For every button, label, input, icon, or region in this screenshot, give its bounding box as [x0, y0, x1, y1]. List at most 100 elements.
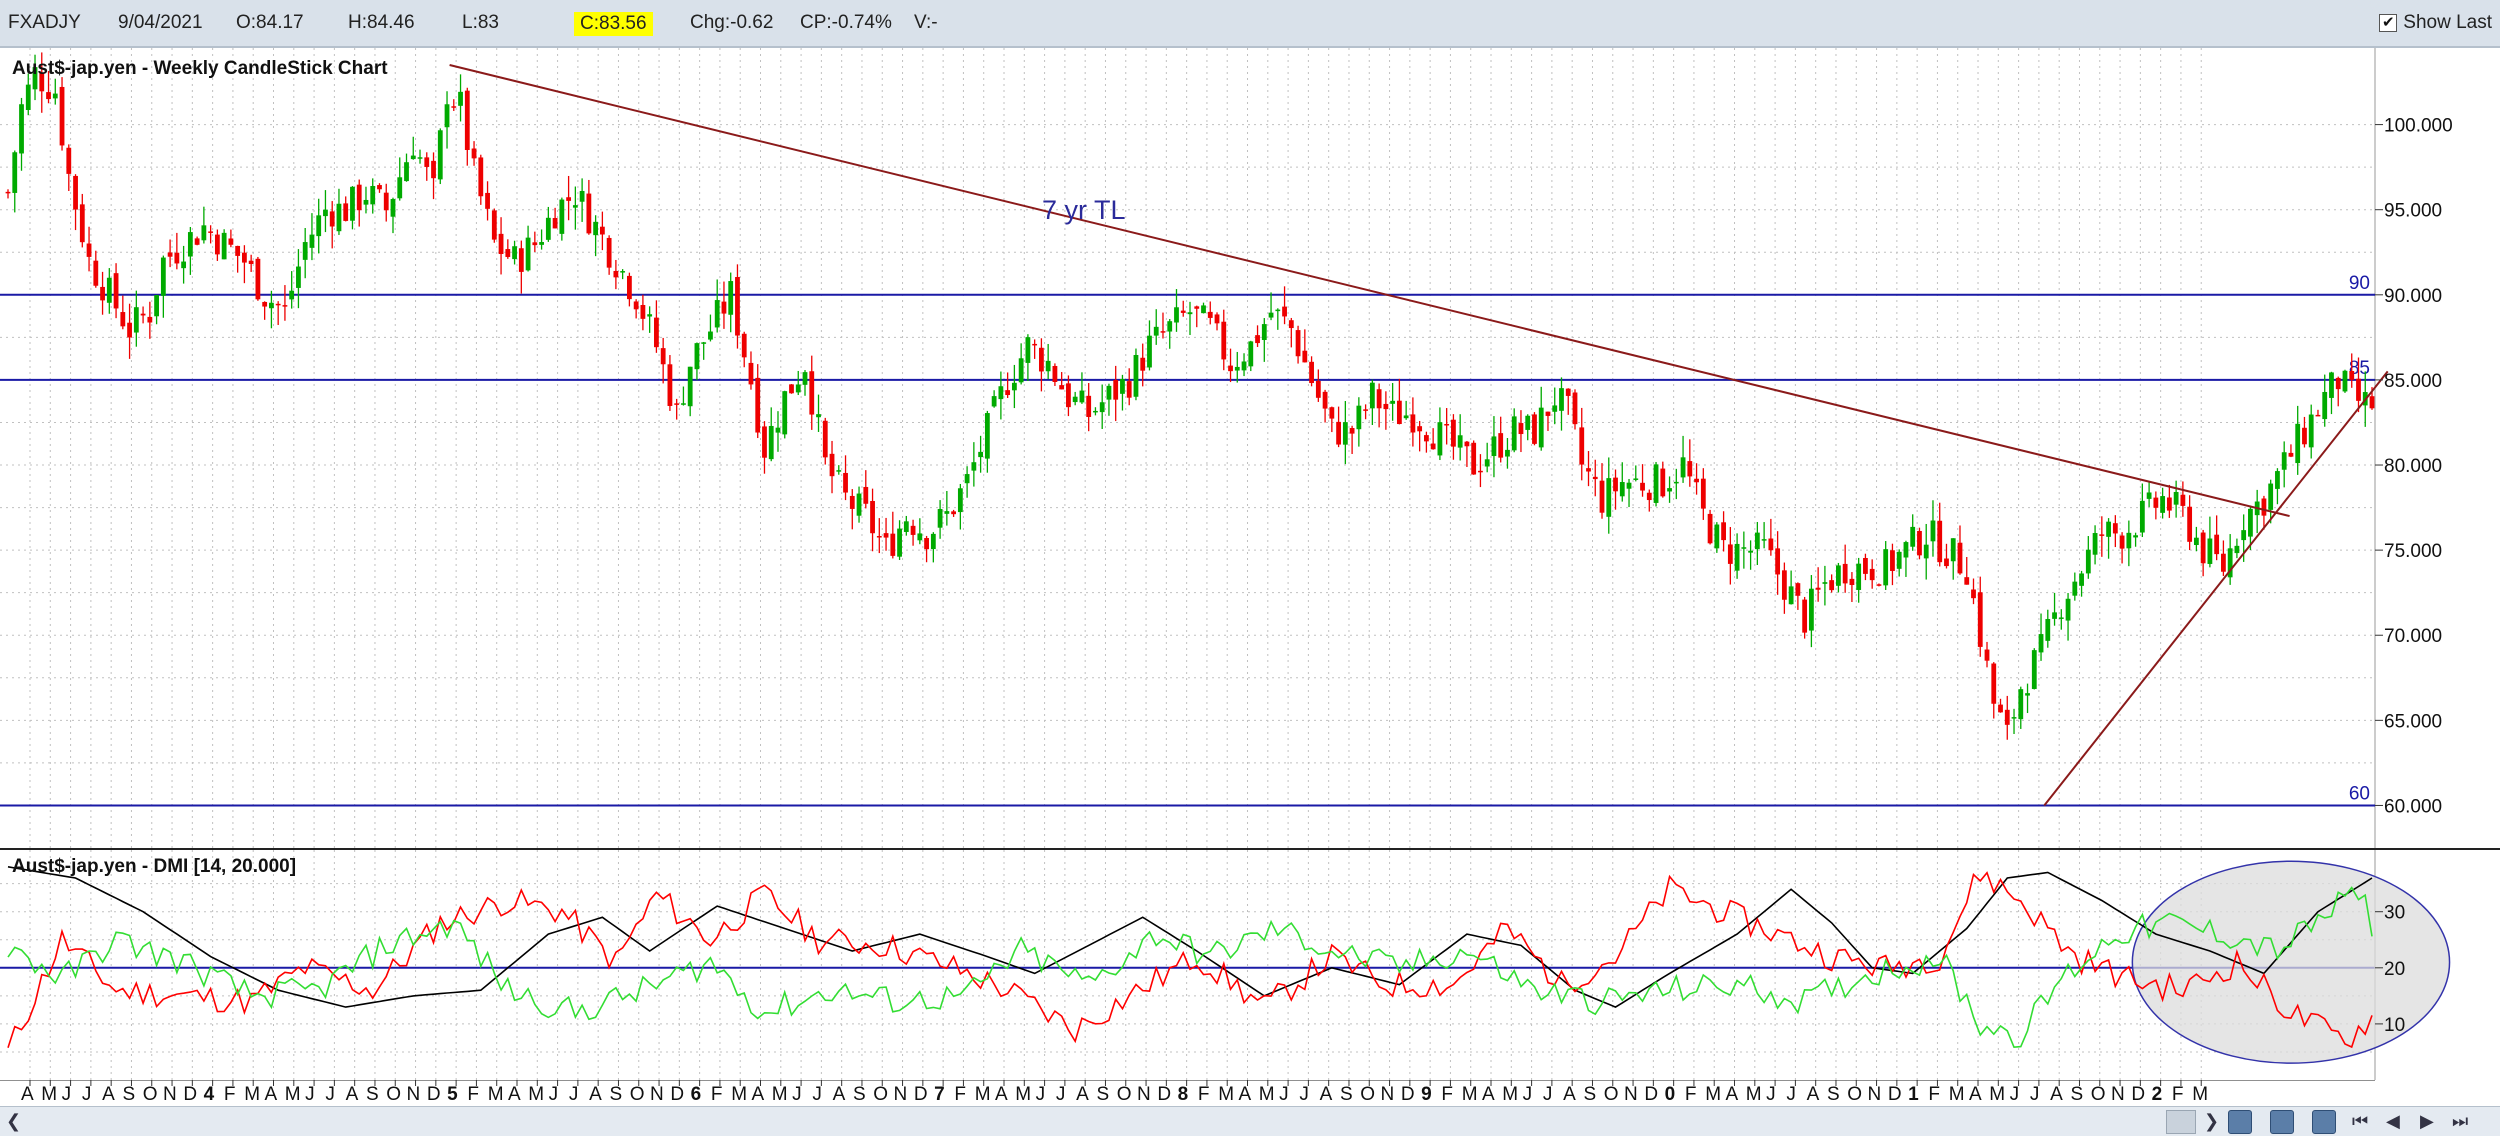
candle-body — [1167, 321, 1173, 332]
dmi-chart[interactable]: 10 20 30 Aust$-jap.yen - DMI [14, 20.000] — [0, 850, 2500, 1080]
candle-body — [160, 257, 166, 296]
candle-body — [1180, 310, 1186, 313]
candle-body — [1579, 427, 1585, 465]
candle-body — [1863, 557, 1868, 574]
candle-body — [1883, 549, 1889, 586]
time-label: D — [914, 1084, 928, 1105]
candle-body — [1707, 513, 1713, 544]
candle-body — [1761, 539, 1767, 541]
candle-body — [73, 175, 78, 210]
time-label: M — [528, 1084, 544, 1105]
candle-body — [383, 192, 389, 211]
candle-body — [2119, 535, 2125, 549]
time-label: A — [102, 1084, 115, 1105]
candle-body — [93, 260, 99, 286]
candle-body — [2004, 709, 2010, 725]
candle-body — [451, 106, 457, 108]
candle-body — [1113, 379, 1119, 400]
candle-body — [1383, 403, 1389, 410]
candle-body — [1410, 414, 1416, 433]
candle-body — [1640, 482, 1645, 491]
candle-body — [1808, 588, 1814, 631]
candle-body — [802, 372, 808, 385]
candle-body — [1099, 402, 1105, 413]
candle-body — [559, 199, 565, 234]
time-label: J — [325, 1084, 335, 1105]
candle-body — [187, 232, 193, 257]
time-label: A — [1320, 1084, 1333, 1105]
change-value: Chg:-0.62 — [690, 12, 774, 33]
trendline-annotation: 7 yr TL — [1042, 195, 1126, 225]
candle-body — [2356, 378, 2361, 401]
first-icon[interactable]: ⏮ — [2352, 1111, 2369, 1131]
candle-body — [86, 243, 92, 257]
time-label: F — [1441, 1084, 1453, 1105]
candle-body — [795, 384, 801, 393]
candle-body — [599, 226, 605, 235]
candle-body — [2288, 452, 2294, 457]
time-label: S — [853, 1084, 866, 1105]
time-label: F — [1685, 1084, 1697, 1105]
candle-body — [154, 295, 159, 317]
candle-body — [19, 104, 24, 154]
next-icon[interactable]: ▶ — [2420, 1111, 2434, 1131]
time-label: F — [1928, 1084, 1940, 1105]
candle-body — [464, 90, 470, 150]
candle-body — [593, 221, 599, 236]
candle-body — [228, 238, 234, 245]
candle-body — [1511, 416, 1517, 451]
price-ytick-label: 90.000 — [2384, 286, 2442, 307]
candle-body — [2092, 533, 2098, 555]
candle-body — [1396, 400, 1402, 425]
candle-body — [687, 366, 693, 407]
candle-body — [1545, 411, 1551, 416]
scroll-right-icon[interactable]: ❯ — [2204, 1111, 2220, 1131]
candle-body — [2308, 414, 2314, 448]
candle-body — [2221, 553, 2226, 572]
price-ytick-label: 100.000 — [2384, 116, 2453, 137]
candle-body — [1147, 335, 1152, 368]
zoom-out-icon[interactable] — [2270, 1110, 2294, 1134]
previous-icon[interactable]: ◀ — [2386, 1111, 2400, 1131]
show-last-toggle[interactable]: ✔ Show Last — [2379, 12, 2492, 34]
candle-body — [498, 233, 504, 254]
candle-body — [2160, 496, 2166, 513]
candle-body — [1552, 405, 1558, 412]
candle-body — [998, 386, 1004, 400]
candle-body — [2133, 535, 2138, 538]
dmi-series-3 — [7, 886, 2373, 1049]
candle-body — [1586, 468, 1591, 472]
candle-body — [194, 238, 200, 245]
candle-body — [1032, 343, 1038, 346]
candle-body — [2281, 452, 2287, 470]
candle-body — [113, 273, 119, 309]
last-icon[interactable]: ⏭ — [2452, 1111, 2469, 1131]
price-ytick-label: 85.000 — [2384, 371, 2442, 392]
time-label: F — [1198, 1084, 1210, 1105]
candle-body — [694, 343, 700, 370]
scroll-left-icon[interactable]: ❮ — [6, 1111, 22, 1131]
candle-body — [2369, 396, 2375, 409]
candle-body — [667, 364, 673, 406]
candle-body — [235, 245, 241, 256]
candle-body — [2045, 618, 2051, 641]
zoom-in-icon[interactable] — [2228, 1110, 2252, 1134]
scroll-thumb[interactable] — [2166, 1110, 2196, 1134]
time-label: A — [589, 1084, 602, 1105]
candle-body — [174, 252, 180, 264]
candle-body — [127, 322, 132, 338]
show-last-checkbox[interactable]: ✔ — [2379, 14, 2398, 32]
candle-body — [2173, 491, 2179, 505]
candle-body — [1518, 423, 1524, 435]
candle-body — [620, 271, 626, 273]
candle-body — [1255, 335, 1260, 344]
candle-body — [1282, 306, 1287, 317]
candle-body — [1228, 365, 1233, 372]
time-label: M — [1746, 1084, 1762, 1105]
candle-body — [2072, 581, 2078, 596]
candle-body — [1066, 383, 1071, 408]
pan-icon[interactable] — [2312, 1110, 2336, 1134]
candle-body — [681, 403, 686, 405]
time-label: A — [752, 1084, 765, 1105]
